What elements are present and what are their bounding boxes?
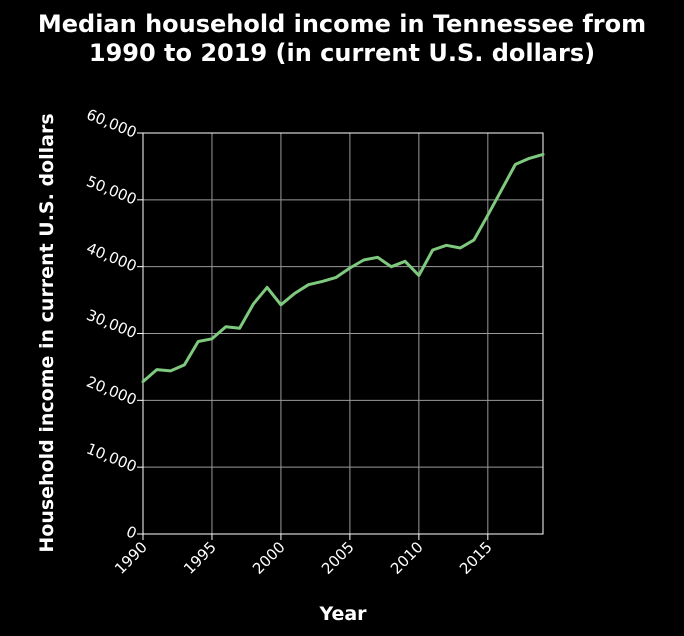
grid-lines <box>142 132 543 535</box>
y-axis-label: Household income in current U.S. dollars <box>36 113 58 552</box>
chart-title-line-1: Median household income in Tennessee fro… <box>38 10 646 38</box>
x-axis-label: Year <box>318 603 367 625</box>
chart-title-line-2: 1990 to 2019 (in current U.S. dollars) <box>89 39 595 67</box>
income-series-line <box>141 152 545 384</box>
